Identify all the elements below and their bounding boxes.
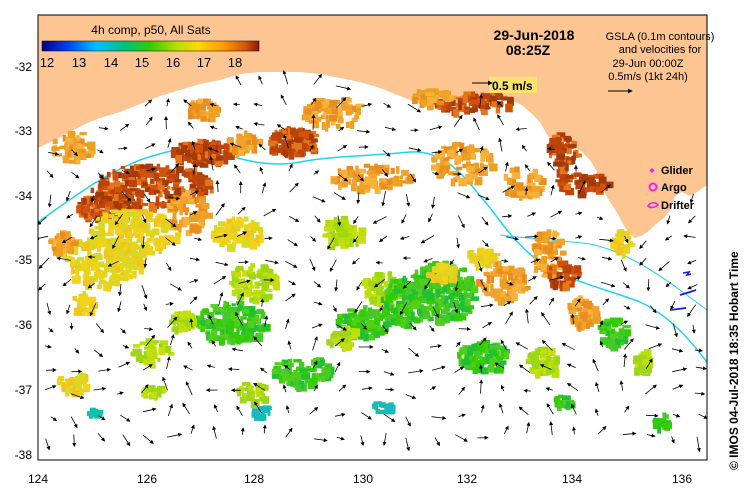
legend-argo: Argo xyxy=(661,182,687,194)
info-line-2: and velocities for xyxy=(619,44,702,56)
x-tick: 126 xyxy=(137,472,157,486)
glider-icon xyxy=(649,168,655,173)
info-line-3: 29-Jun 00:00Z xyxy=(613,58,684,70)
altimeter-track-2 xyxy=(499,234,707,311)
colorbar-tick: 14 xyxy=(104,55,118,70)
argo-icon xyxy=(648,182,658,192)
info-line-4: 0.5m/s (1kt 24h) xyxy=(608,71,687,83)
velocity-arrows xyxy=(38,70,707,453)
map-time: 08:25Z xyxy=(506,42,551,58)
x-tick: 130 xyxy=(353,472,373,486)
y-tick: -37 xyxy=(15,383,33,397)
scale-arrow-label: 0.5 m/s xyxy=(492,79,533,93)
map-date: 29-Jun-2018 xyxy=(494,27,575,43)
legend-drifter: Drifter xyxy=(661,200,695,212)
y-axis: -32 -33 -34 -35 -36 -37 -38 xyxy=(15,60,33,462)
colorbar-tick: 13 xyxy=(72,55,86,70)
x-axis: 124 126 128 130 132 134 136 xyxy=(28,472,692,486)
colorbar-tick: 18 xyxy=(228,55,242,70)
imos-credit: © IMOS 04-Jul-2018 18:35 Hobart Time xyxy=(727,251,741,470)
colorbar-ticks: 12 13 14 15 16 17 18 xyxy=(40,55,242,70)
drifter-icon xyxy=(647,202,660,209)
x-tick: 124 xyxy=(28,472,48,486)
info-line-1: GSLA (0.1m contours) xyxy=(606,31,715,43)
scale-label-bg xyxy=(489,77,537,93)
y-tick: -38 xyxy=(15,448,33,462)
plot-frame xyxy=(37,14,708,461)
y-tick: -33 xyxy=(15,124,33,138)
x-tick: 128 xyxy=(244,472,264,486)
drifter-tracks xyxy=(669,270,697,311)
y-tick: -36 xyxy=(15,318,33,332)
altimeter-track xyxy=(38,146,707,363)
y-tick: -35 xyxy=(15,253,33,267)
colorbar xyxy=(41,40,260,52)
colorbar-tick: 17 xyxy=(197,55,211,70)
y-tick: -32 xyxy=(15,60,33,74)
colorbar-tick: 15 xyxy=(135,55,149,70)
colorbar-tick: 16 xyxy=(166,55,180,70)
x-tick: 136 xyxy=(672,472,692,486)
land-mass xyxy=(38,15,707,238)
sst-patches xyxy=(48,88,672,434)
colorbar-tick: 12 xyxy=(40,55,54,70)
y-tick: -34 xyxy=(15,189,33,203)
legend-glider: Glider xyxy=(661,165,694,177)
x-tick: 134 xyxy=(562,472,582,486)
colorbar-title: 4h comp, p50, All Sats xyxy=(91,23,210,37)
x-tick: 132 xyxy=(457,472,477,486)
